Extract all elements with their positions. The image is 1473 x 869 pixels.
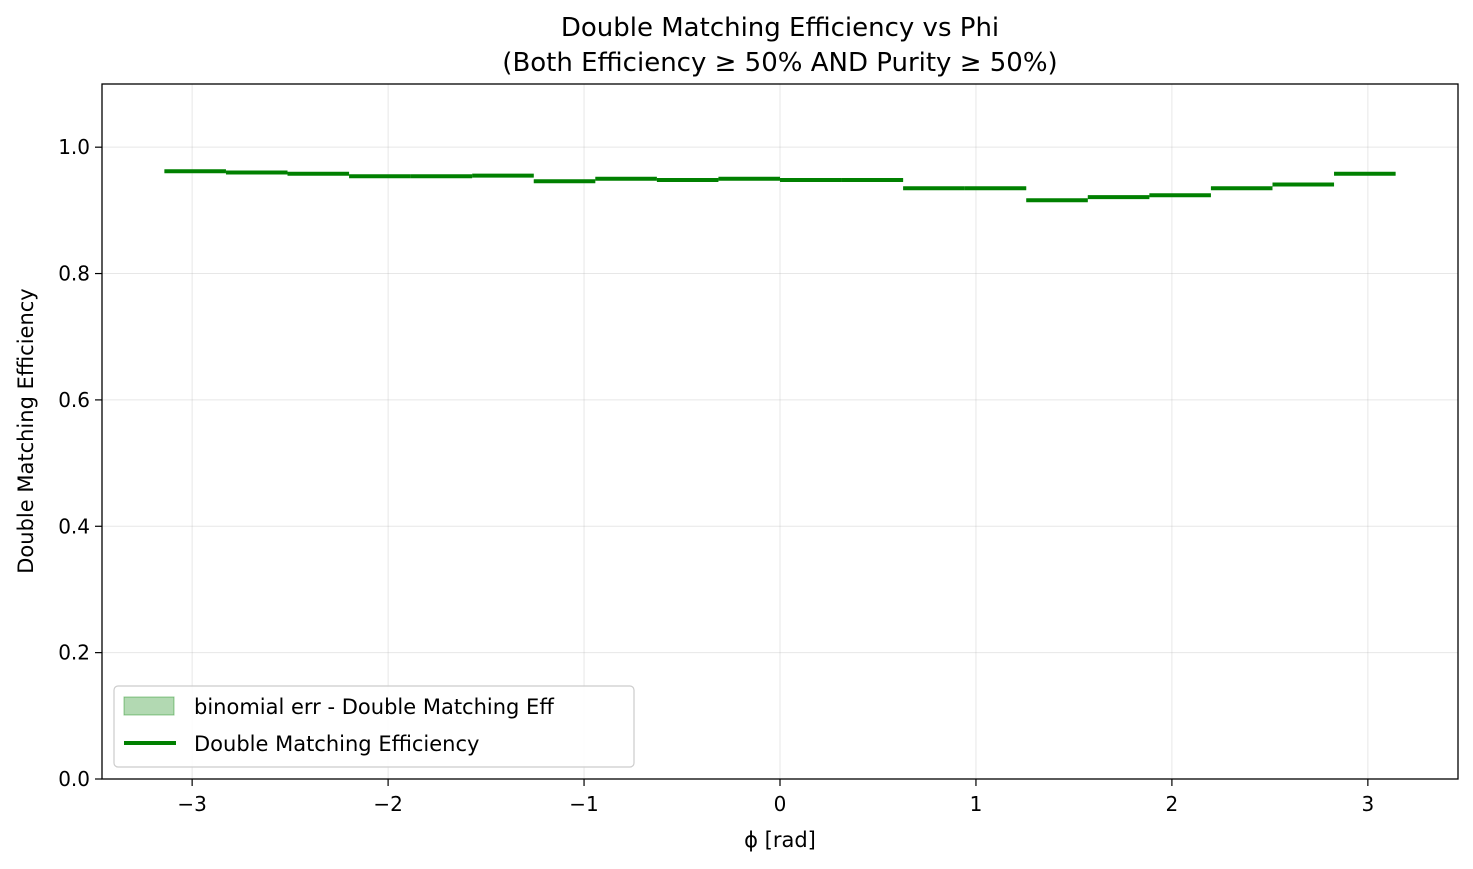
y-tick-label: 0.4 — [58, 514, 90, 538]
y-axis-label: Double Matching Efficiency — [14, 288, 38, 573]
y-tick-label: 1.0 — [58, 135, 90, 159]
grid — [102, 84, 1458, 780]
chart-title: Double Matching Efficiency vs Phi — [561, 13, 999, 43]
x-axis-ticks: −3 −2 −1 0 1 2 3 — [177, 779, 1374, 816]
x-tick-label: −3 — [177, 792, 206, 816]
y-tick-label: 0.8 — [58, 262, 90, 286]
x-tick-label: 1 — [970, 792, 983, 816]
x-tick-label: 2 — [1166, 792, 1179, 816]
y-axis-ticks: 0.0 0.2 0.4 0.6 0.8 1.0 — [58, 135, 102, 791]
legend: binomial err - Double Matching Eff Doubl… — [113, 685, 635, 768]
x-tick-label: 3 — [1361, 792, 1374, 816]
legend-label-line: Double Matching Efficiency — [194, 732, 479, 756]
y-tick-label: 0.0 — [58, 767, 90, 791]
x-tick-label: −2 — [373, 792, 402, 816]
x-tick-label: 0 — [774, 792, 787, 816]
y-tick-label: 0.2 — [58, 641, 90, 665]
legend-box — [113, 685, 635, 768]
legend-swatch-band — [123, 696, 175, 716]
x-tick-label: −1 — [569, 792, 598, 816]
x-axis-label: ϕ [rad] — [744, 828, 816, 852]
legend-label-band: binomial err - Double Matching Eff — [194, 695, 554, 719]
y-tick-label: 0.6 — [58, 388, 90, 412]
efficiency-step-layer — [164, 169, 1396, 203]
chart-subtitle: (Both Efficiency ≥ 50% AND Purity ≥ 50%) — [502, 48, 1057, 78]
